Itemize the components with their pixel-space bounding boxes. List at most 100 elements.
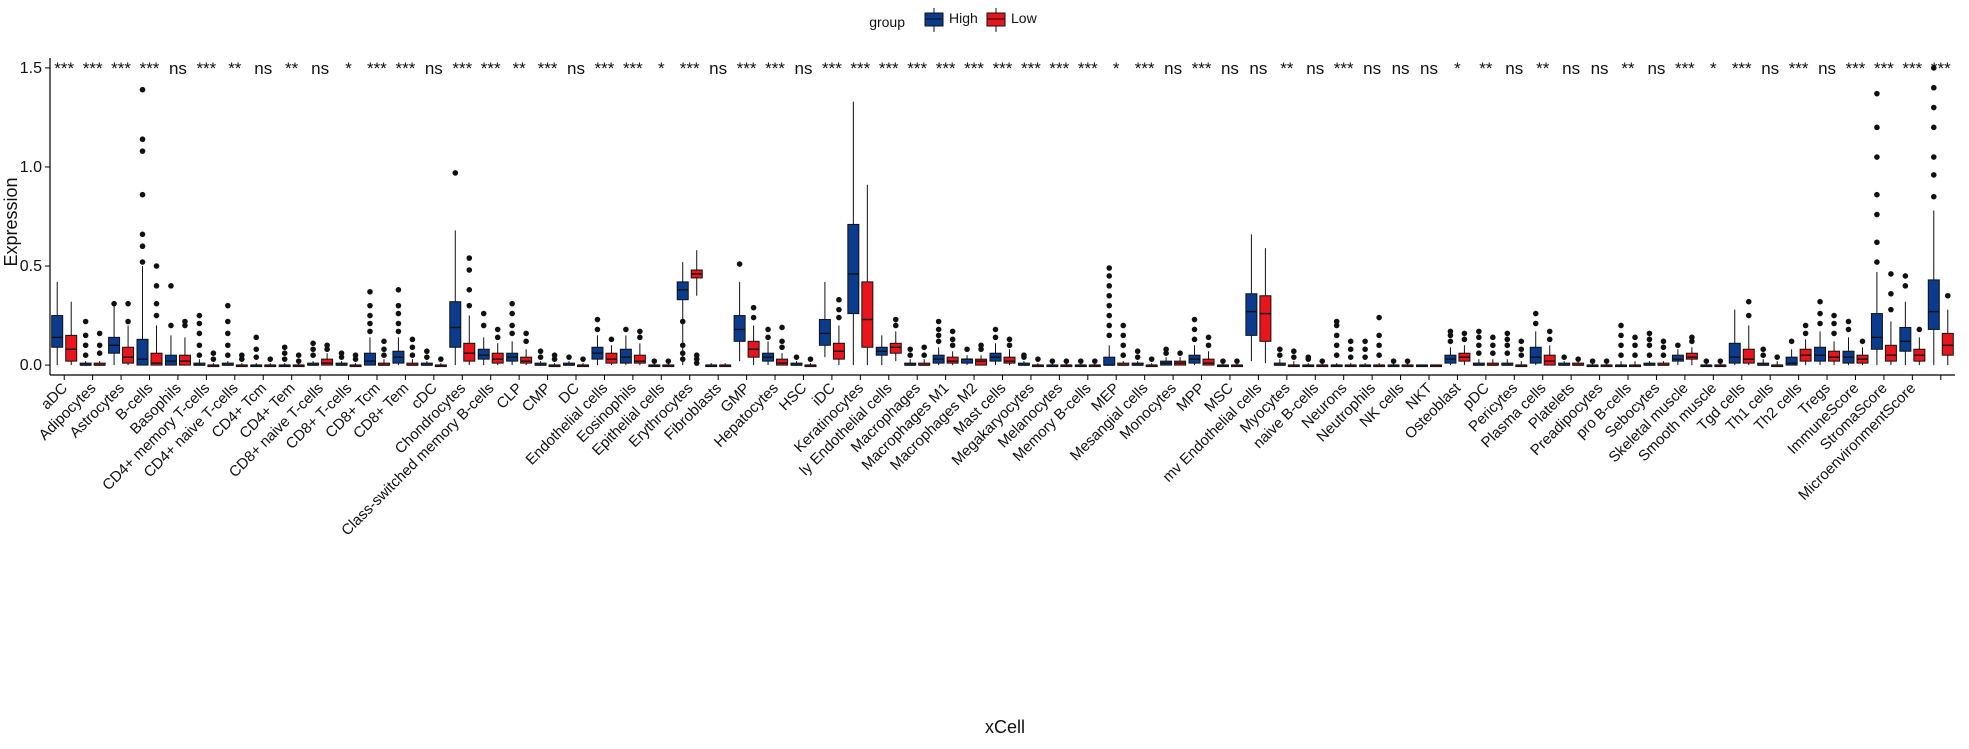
outlier-point — [225, 352, 231, 358]
outlier-point — [281, 344, 288, 351]
significance-label: *** — [765, 59, 785, 78]
legend-title: group — [869, 14, 905, 30]
significance-label: *** — [395, 59, 415, 78]
outlier-point — [452, 170, 459, 176]
category-group — [1870, 90, 1897, 366]
category-group — [1046, 358, 1073, 368]
category-group — [1017, 352, 1044, 368]
significance-label: ns — [1818, 59, 1836, 78]
category-group — [818, 281, 845, 366]
box-body — [1814, 346, 1827, 362]
outlier-point — [1376, 342, 1382, 349]
outlier-point — [139, 86, 146, 93]
category-group — [79, 318, 106, 366]
significance-label: ** — [1536, 59, 1550, 78]
box-high — [790, 354, 803, 366]
category-group — [1643, 330, 1670, 366]
outlier-point — [96, 330, 103, 337]
significance-label: *** — [367, 59, 387, 78]
box-high — [221, 302, 234, 366]
box-body — [520, 356, 533, 364]
outlier-point — [1646, 330, 1653, 337]
outlier-point — [964, 346, 970, 353]
box-low — [122, 300, 135, 366]
significance-label: ns — [311, 59, 329, 78]
significance-label: *** — [452, 59, 472, 78]
y-tick-label: 1.5 — [20, 60, 42, 77]
outlier-point — [1930, 154, 1937, 160]
category-group — [335, 350, 362, 368]
box-high — [449, 170, 462, 366]
outlier-point — [907, 346, 914, 353]
outlier-point — [566, 354, 572, 360]
box-high — [1643, 330, 1656, 366]
outlier-point — [1476, 342, 1482, 349]
outlier-point — [1163, 350, 1169, 357]
outlier-point — [281, 356, 288, 362]
outlier-point — [225, 302, 231, 309]
outlier-point — [1546, 328, 1553, 335]
box-high — [1671, 342, 1684, 366]
outlier-point — [1660, 352, 1667, 358]
outlier-point — [1930, 65, 1937, 71]
box-high — [1273, 346, 1286, 366]
outlier-point — [295, 352, 302, 358]
box-low — [1031, 356, 1044, 368]
outlier-point — [111, 300, 117, 307]
outlier-point — [1205, 342, 1212, 349]
outlier-point — [1675, 342, 1681, 349]
box-low — [747, 304, 760, 366]
box-low — [1742, 298, 1755, 366]
outlier-point — [253, 354, 260, 360]
outlier-point — [225, 330, 231, 337]
box-low — [377, 338, 390, 366]
box-high — [1842, 318, 1855, 366]
box-high — [363, 288, 376, 366]
box-high — [1245, 234, 1258, 362]
outlier-point — [1660, 338, 1667, 345]
significance-label: *** — [850, 59, 870, 78]
outlier-point — [267, 356, 274, 362]
outlier-point — [509, 310, 515, 317]
outlier-point — [494, 334, 501, 341]
outlier-point — [1646, 352, 1653, 358]
x-tick-label: CMP — [519, 380, 555, 416]
box-high — [1615, 322, 1628, 368]
box-body — [1728, 342, 1741, 364]
outlier-point — [367, 320, 373, 327]
outlier-point — [494, 326, 501, 333]
outlier-point — [807, 356, 814, 362]
outlier-point — [1902, 273, 1909, 279]
box-high — [1415, 364, 1428, 368]
box-body — [363, 352, 376, 366]
significance-label: *** — [879, 59, 899, 78]
significance-label: *** — [83, 59, 103, 78]
outlier-point — [1106, 302, 1113, 309]
outlier-point — [1930, 193, 1937, 200]
significance-label: ns — [425, 59, 443, 78]
box-body — [178, 354, 191, 366]
significance-label: *** — [1874, 59, 1894, 78]
outlier-point — [1333, 352, 1340, 358]
outlier-point — [1660, 344, 1667, 351]
significance-label: * — [1113, 59, 1120, 78]
outlier-point — [1191, 316, 1198, 323]
outlier-point — [310, 352, 316, 358]
category-group — [392, 287, 419, 366]
box-high — [193, 312, 206, 366]
outlier-point — [1930, 84, 1937, 91]
outlier-point — [352, 356, 359, 362]
outlier-point — [480, 310, 487, 317]
outlier-point — [1120, 352, 1127, 358]
outlier-point — [1205, 334, 1212, 341]
box-low — [1003, 336, 1016, 366]
outlier-point — [295, 358, 302, 364]
outlier-point — [679, 318, 686, 325]
box-body — [847, 223, 860, 315]
box-low — [93, 330, 106, 366]
outlier-point — [1120, 332, 1127, 339]
box-low — [321, 342, 334, 366]
outlier-point — [779, 324, 785, 331]
significance-label: ns — [1562, 59, 1580, 78]
